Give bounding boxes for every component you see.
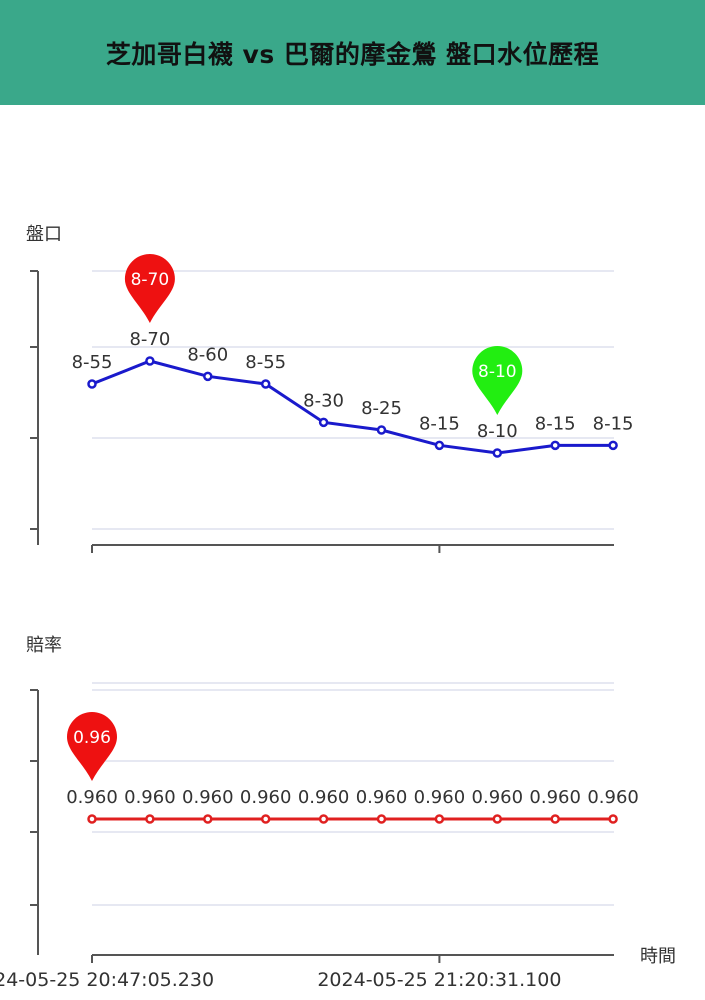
odds-point: [87, 814, 97, 824]
odds-data-label: 0.960: [414, 787, 466, 808]
handicap-data-label: 8-15: [535, 413, 576, 434]
odds-data-label: 0.960: [356, 787, 408, 808]
handicap-max-pin: 8-70: [124, 254, 175, 323]
handicap-data-label: 8-30: [303, 390, 344, 411]
handicap-point: [203, 371, 213, 382]
odds-data-label: 0.960: [124, 787, 176, 808]
handicap-point: [145, 356, 155, 366]
page-header: 芝加哥白襪 vs 巴爾的摩金鶯 盤口水位歷程: [0, 0, 705, 105]
handicap-point: [608, 440, 618, 451]
handicap-data-label: 8-10: [477, 421, 518, 442]
time-axis-title: 時間: [640, 946, 676, 967]
odds-point: [376, 814, 387, 824]
odds-max-pin-shape: [67, 712, 117, 781]
odds-max-pin-text: 0.96: [73, 728, 111, 748]
odds-chart: 賠率 時間 0.960 0.960 0.960 0.960 0.960 0.960 0.96…: [0, 635, 676, 991]
handicap-point: [376, 425, 387, 435]
odds-y-axis-title: 賠率: [26, 635, 62, 656]
handicap-data-label: 8-55: [72, 352, 113, 373]
odds-data-label: 0.960: [587, 787, 639, 808]
odds-point: [434, 814, 445, 824]
time-tick-label: 2024-05-25 21:20:31.100: [317, 969, 561, 991]
handicap-max-pin-shape: [124, 254, 175, 323]
handicap-min-pin-text: 8-10: [478, 362, 517, 382]
odds-data-label: 0.960: [240, 787, 292, 808]
odds-point: [550, 814, 560, 824]
handicap-point: [492, 448, 503, 458]
odds-data-label: 0.960: [529, 787, 581, 808]
odds-point: [492, 814, 503, 824]
odds-point: [145, 814, 155, 824]
handicap-data-label: 8-15: [593, 413, 634, 434]
handicap-min-pin: 8-10: [472, 345, 523, 415]
time-tick-label: 2024-05-25 20:47:05.230: [0, 969, 214, 991]
handicap-max-pin-text: 8-70: [131, 270, 170, 290]
handicap-point: [318, 417, 329, 428]
handicap-point: [260, 379, 271, 389]
odds-point: [203, 814, 213, 824]
odds-data-label: 0.960: [472, 787, 524, 808]
odds-data-label: 0.960: [66, 787, 118, 808]
odds-data-label: 0.960: [298, 787, 350, 808]
handicap-data-label: 8-60: [187, 344, 228, 365]
page-title: 芝加哥白襪 vs 巴爾的摩金鶯 盤口水位歷程: [105, 39, 600, 69]
handicap-data-label: 8-70: [129, 329, 170, 350]
odds-point: [260, 814, 271, 824]
handicap-y-axis-title: 盤口: [26, 224, 62, 245]
odds-max-pin: 0.96: [67, 712, 117, 781]
handicap-data-label: 8-15: [419, 413, 460, 434]
odds-point: [318, 814, 329, 824]
handicap-chart: 盤口 8-55 8-70 8-60 8-55 8-30 8-25 8-15 8-10 8-15 8…: [26, 224, 634, 553]
handicap-point: [434, 440, 445, 451]
handicap-point: [87, 379, 97, 389]
odds-point: [608, 814, 618, 824]
handicap-point: [550, 440, 560, 451]
handicap-min-pin-shape: [472, 345, 523, 415]
handicap-data-label: 8-25: [361, 398, 402, 419]
handicap-series-line: [91, 359, 614, 455]
odds-data-label: 0.960: [182, 787, 234, 808]
handicap-data-label: 8-55: [245, 352, 286, 373]
